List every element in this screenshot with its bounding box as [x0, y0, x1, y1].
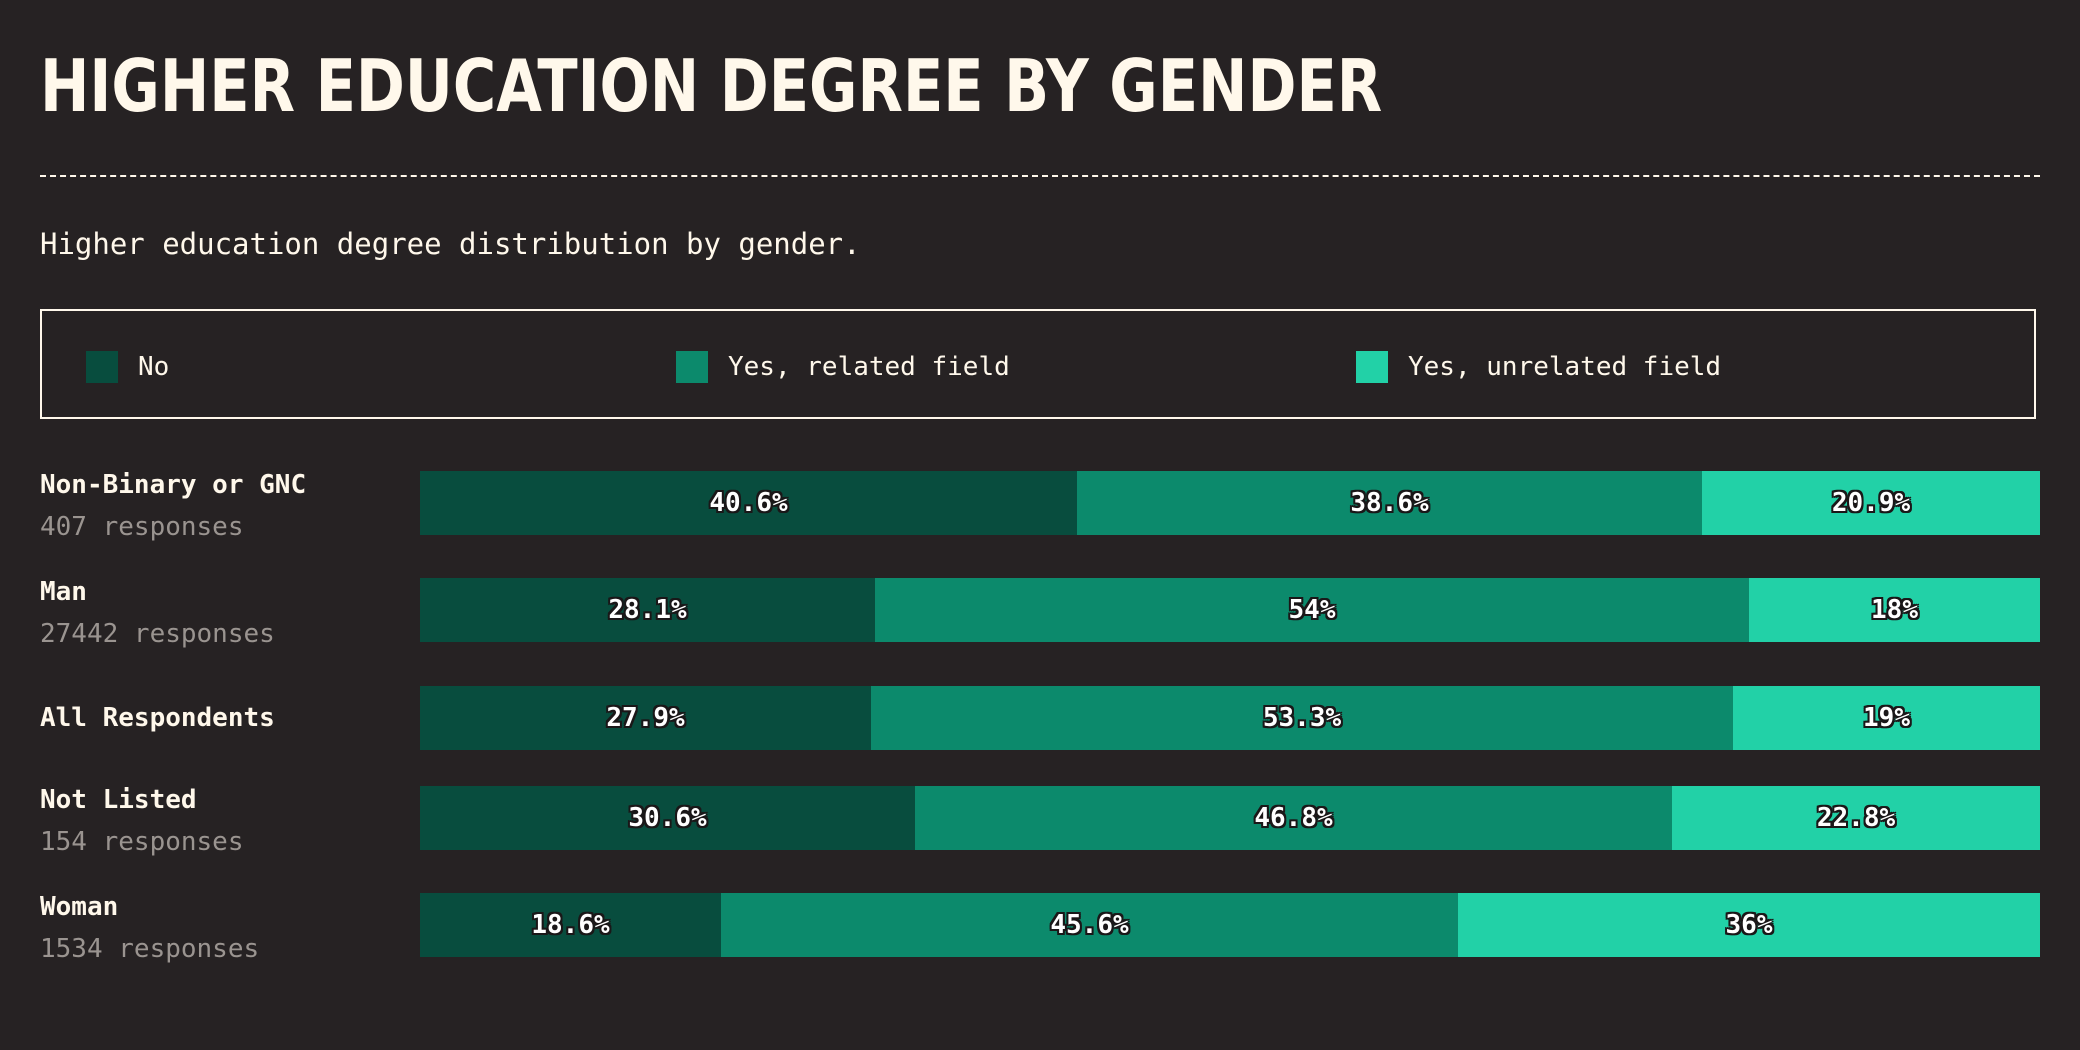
response-count: 27442 responses [40, 619, 275, 649]
row-label-non-binary-or-gnc: Non-Binary or GNC 407 responses [40, 468, 306, 544]
bar-man: 28.1% 54% 18% [420, 578, 2040, 642]
legend-swatch-yes-related [676, 351, 708, 383]
data-label: 36% [1725, 910, 1773, 940]
bar-segment-yes-related-field: 46.8% [915, 786, 1672, 850]
bar-segment-yes-unrelated-field: 20.9% [1702, 471, 2040, 535]
data-label: 28.1% [608, 595, 687, 625]
data-label: 53.3% [1262, 703, 1342, 733]
legend: No Yes, related field Yes, unrelated fie… [40, 309, 2036, 419]
data-label: 18.6% [531, 910, 610, 940]
bar-all-respondents: 27.9% 53.3% 19% [420, 686, 2040, 750]
bar-segment-yes-unrelated-field: 22.8% [1672, 786, 2040, 850]
bar-segment-yes-related-field: 45.6% [721, 893, 1458, 957]
row-label-woman: Woman 1534 responses [40, 890, 259, 966]
category-label: All Respondents [40, 703, 275, 733]
bar-not-listed: 30.6% 46.8% 22.8% [420, 786, 2040, 850]
data-label: 54% [1288, 595, 1336, 625]
legend-swatch-yes-unrelated [1356, 351, 1388, 383]
data-label: 18% [1871, 595, 1918, 625]
legend-item-no: No [86, 351, 169, 383]
bar-segment-no: 27.9% [420, 686, 871, 750]
legend-label-yes-related: Yes, related field [728, 352, 1010, 382]
data-label: 38.6% [1350, 488, 1429, 518]
data-label: 22.8% [1816, 803, 1896, 833]
data-label: 27.9% [606, 703, 685, 733]
category-label: Non-Binary or GNC [40, 470, 307, 500]
category-label: Not Listed [40, 785, 197, 815]
legend-item-yes-related: Yes, related field [676, 351, 1010, 383]
legend-swatch-no [86, 351, 118, 383]
row-label-man: Man 27442 responses [40, 575, 275, 651]
bar-segment-yes-unrelated-field: 36% [1458, 893, 2040, 957]
row-label-not-listed: Not Listed 154 responses [40, 783, 244, 859]
data-label: 30.6% [628, 803, 707, 833]
data-label: 19% [1863, 703, 1910, 733]
bar-segment-yes-related-field: 54% [875, 578, 1749, 642]
title-divider [40, 175, 2040, 177]
data-label: 46.8% [1254, 803, 1333, 833]
row-label-all-respondents: All Respondents [40, 701, 275, 735]
legend-item-yes-unrelated: Yes, unrelated field [1356, 351, 1721, 383]
bar-segment-yes-related-field: 53.3% [871, 686, 1733, 750]
bar-segment-no: 28.1% [420, 578, 875, 642]
bar-segment-no: 18.6% [420, 893, 721, 957]
category-label: Woman [40, 892, 119, 922]
bar-segment-no: 30.6% [420, 786, 915, 850]
bar-segment-yes-related-field: 38.6% [1077, 471, 1702, 535]
response-count: 154 responses [40, 827, 244, 857]
bar-non-binary-or-gnc: 40.6% 38.6% 20.9% [420, 471, 2040, 535]
data-label: 45.6% [1050, 910, 1129, 940]
category-label: Man [40, 577, 87, 607]
legend-label-no: No [138, 352, 170, 382]
chart-subtitle: Higher education degree distribution by … [40, 227, 861, 261]
bar-woman: 18.6% 45.6% 36% [420, 893, 2040, 957]
response-count: 407 responses [40, 512, 244, 542]
bar-segment-no: 40.6% [420, 471, 1077, 535]
data-label: 20.9% [1831, 488, 1911, 518]
response-count: 1534 responses [40, 934, 260, 964]
legend-label-yes-unrelated: Yes, unrelated field [1408, 352, 1722, 382]
chart-title: HIGHER EDUCATION DEGREE BY GENDER [40, 44, 1383, 128]
data-label: 40.6% [709, 488, 788, 518]
bar-segment-yes-unrelated-field: 18% [1749, 578, 2040, 642]
bar-segment-yes-unrelated-field: 19% [1733, 686, 2040, 750]
